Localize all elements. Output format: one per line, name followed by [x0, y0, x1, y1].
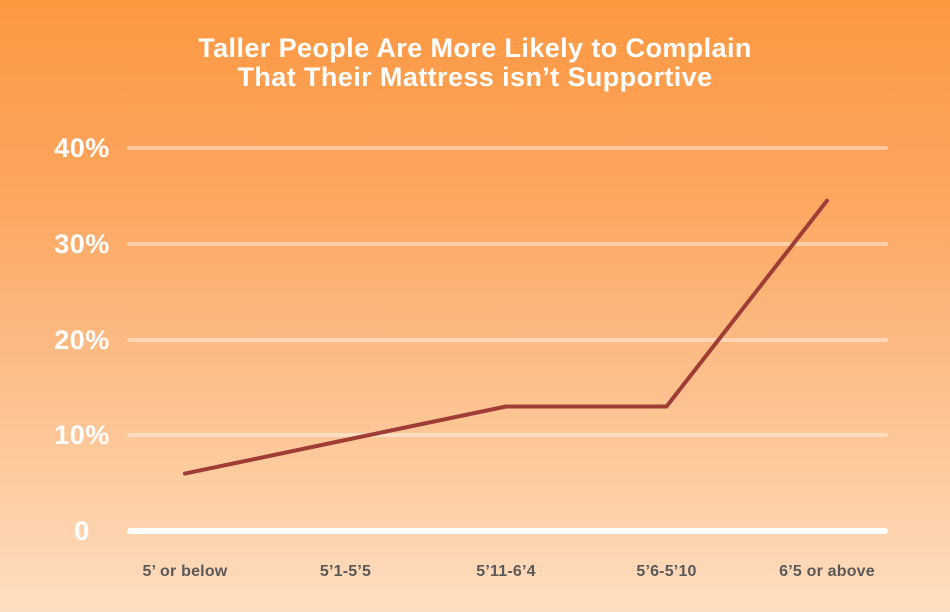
x-tick-label: 5’1-5’5: [319, 563, 372, 580]
x-tick-label: 5’ or below: [142, 563, 228, 580]
y-tick-label: 10%: [54, 420, 110, 451]
x-tick-label: 5’6-5’10: [636, 563, 697, 580]
chart-title-line-2: That Their Mattress isn’t Supportive: [237, 62, 713, 92]
gridline: [127, 241, 888, 246]
gridline: [127, 433, 888, 438]
y-tick-label: 30%: [54, 228, 110, 259]
y-tick-label: 0: [74, 516, 90, 546]
y-tick-label: 20%: [54, 324, 110, 355]
gridline: [127, 337, 888, 342]
gridline: [127, 146, 888, 150]
y-tick-label: 40%: [54, 133, 110, 163]
data-line: [183, 198, 829, 476]
x-tick-label: 6’5 or above: [779, 563, 875, 580]
x-tick-label: 5’11-6’4: [476, 563, 536, 580]
x-axis-baseline: [127, 528, 888, 534]
chart-title: Taller People Are More Likely to Complai…: [0, 34, 950, 92]
chart-title-line-1: Taller People Are More Likely to Complai…: [198, 33, 752, 63]
